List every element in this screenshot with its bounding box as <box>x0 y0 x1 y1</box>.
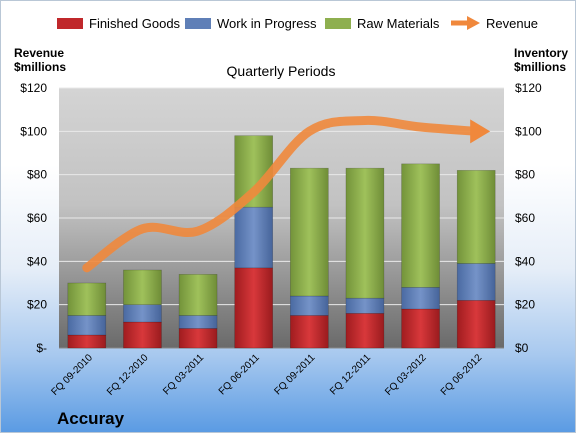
bar-finished-goods <box>345 313 385 349</box>
x-tick-label: FQ 03-2011 <box>161 352 206 397</box>
bar-work-in-progress <box>290 295 329 316</box>
bar-work-in-progress <box>67 315 107 336</box>
legend-swatch-finished-goods <box>57 18 83 29</box>
right-tick-label: $20 <box>515 298 535 312</box>
revenue-arrowhead <box>470 119 491 144</box>
legend-label-raw-materials: Raw Materials <box>357 16 440 31</box>
right-tick-label: $40 <box>515 254 535 268</box>
bar-raw-materials <box>401 163 440 288</box>
x-tick-label: FQ 06-2011 <box>217 352 262 397</box>
legend: Finished Goods Work in Progress Raw Mate… <box>57 16 538 31</box>
bar-work-in-progress <box>401 287 440 310</box>
bar-finished-goods <box>123 321 162 349</box>
right-axis-title-line2: $millions <box>514 60 566 74</box>
right-tick-label: $0 <box>515 341 529 355</box>
bar-raw-materials <box>123 269 162 305</box>
left-axis-title-line2: $millions <box>14 60 66 74</box>
right-axis-title-line1: Inventory <box>514 46 568 60</box>
bar-work-in-progress <box>178 315 218 329</box>
bar-raw-materials <box>67 282 107 316</box>
left-tick-label: $20 <box>27 298 47 312</box>
left-axis-title-line1: Revenue <box>14 46 64 60</box>
legend-label-revenue: Revenue <box>486 16 538 31</box>
bar-finished-goods <box>178 328 218 349</box>
bar-work-in-progress <box>345 297 385 314</box>
legend-swatch-raw-materials <box>325 18 351 29</box>
x-tick-label: FQ 12-2011 <box>328 352 373 397</box>
bar-work-in-progress <box>123 304 162 323</box>
bar-finished-goods <box>290 315 329 349</box>
company-name: Accuray <box>57 409 125 428</box>
legend-swatch-revenue <box>451 16 480 30</box>
x-tick-label: FQ 12-2010 <box>105 352 151 398</box>
legend-swatch-work-in-progress <box>185 18 211 29</box>
left-axis-ticks: $- $20 $40 $60 $80 $100 $120 <box>20 81 47 355</box>
bar-finished-goods <box>234 267 273 349</box>
right-tick-label: $120 <box>515 81 542 95</box>
bar-finished-goods <box>401 308 440 349</box>
bar-finished-goods <box>456 300 496 349</box>
legend-label-work-in-progress: Work in Progress <box>217 16 317 31</box>
x-tick-label: FQ 03-2012 <box>383 352 429 398</box>
right-axis-ticks: $0 $20 $40 $60 $80 $100 $120 <box>515 81 542 355</box>
left-tick-label: $120 <box>20 81 47 95</box>
right-tick-label: $60 <box>515 211 535 225</box>
revenue-line-path <box>82 115 481 273</box>
x-tick-label: FQ 09-2010 <box>49 352 95 398</box>
bar-raw-materials <box>345 167 385 299</box>
left-tick-label: $100 <box>20 124 47 138</box>
left-tick-label: $- <box>36 341 47 355</box>
x-tick-label: FQ 09-2011 <box>272 352 317 397</box>
bar-finished-goods <box>67 334 107 349</box>
right-tick-label: $100 <box>515 124 542 138</box>
right-tick-label: $80 <box>515 168 535 182</box>
bar-raw-materials <box>290 167 329 297</box>
x-tick-label: FQ 06-2012 <box>439 352 485 398</box>
bar-work-in-progress <box>234 206 273 269</box>
bars <box>67 135 496 349</box>
bar-raw-materials <box>456 170 496 264</box>
left-tick-label: $80 <box>27 168 47 182</box>
revenue-line <box>82 115 491 273</box>
x-axis-labels: FQ 09-2010 FQ 12-2010 FQ 03-2011 FQ 06-2011… <box>49 352 484 398</box>
legend-label-finished-goods: Finished Goods <box>89 16 181 31</box>
bar-raw-materials <box>178 274 218 316</box>
chart-title: Quarterly Periods <box>227 63 336 79</box>
bar-work-in-progress <box>456 263 496 301</box>
left-tick-label: $40 <box>27 254 47 268</box>
left-tick-label: $60 <box>27 211 47 225</box>
